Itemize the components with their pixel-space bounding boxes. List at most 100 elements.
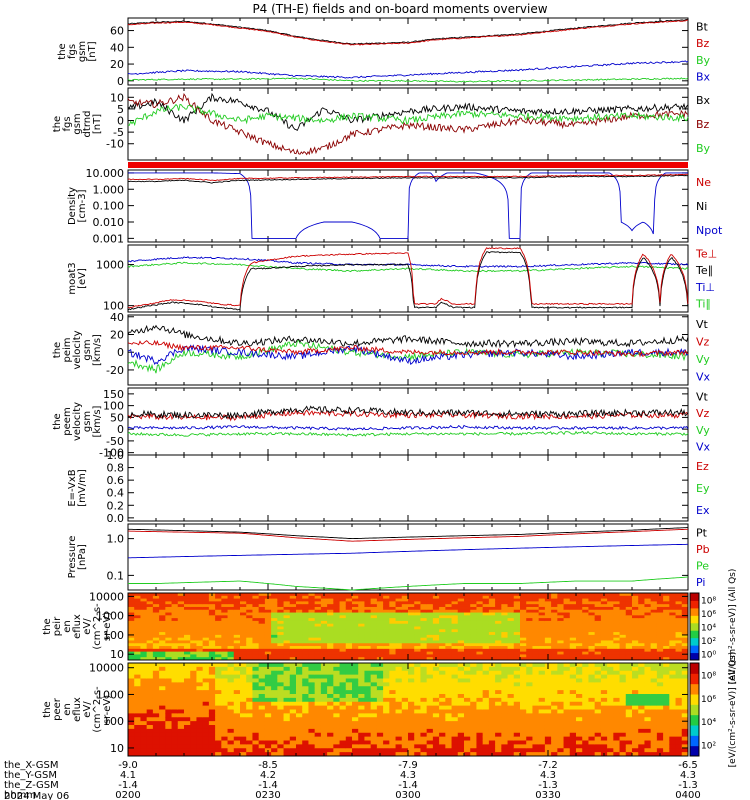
heatmap-cell bbox=[296, 725, 303, 730]
heatmap-cell bbox=[619, 646, 627, 650]
heatmap-cell bbox=[656, 629, 664, 633]
heatmap-cell bbox=[401, 634, 409, 639]
heatmap-cell bbox=[632, 705, 639, 710]
heatmap-cell bbox=[619, 629, 627, 633]
heatmap-cell bbox=[644, 752, 652, 757]
heatmap-cell bbox=[408, 732, 415, 738]
heatmap-cell bbox=[638, 651, 645, 655]
heatmap-cell bbox=[426, 646, 434, 650]
heatmap-cell bbox=[358, 717, 365, 722]
heatmap-cell bbox=[370, 690, 378, 695]
heatmap-cell bbox=[240, 705, 247, 710]
heatmap-cell bbox=[457, 682, 465, 687]
heatmap-cell bbox=[221, 744, 229, 749]
heatmap-cell bbox=[464, 643, 471, 647]
heatmap-cell bbox=[289, 728, 297, 734]
heatmap-cell bbox=[594, 725, 602, 730]
heatmap-cell bbox=[501, 674, 509, 679]
heatmap-cell bbox=[538, 736, 546, 741]
heatmap-cell bbox=[426, 640, 434, 644]
heatmap-cell bbox=[563, 713, 571, 718]
heatmap-cell bbox=[681, 632, 689, 636]
heatmap-cell bbox=[495, 634, 502, 639]
heatmap-cell bbox=[171, 595, 179, 600]
heatmap-cell bbox=[625, 686, 633, 691]
heatmap-cell bbox=[650, 626, 658, 630]
heatmap-cell bbox=[464, 717, 471, 722]
heatmap-cell bbox=[171, 736, 179, 741]
heatmap-cell bbox=[345, 709, 353, 714]
heatmap-cell bbox=[184, 620, 191, 625]
legend-entry: Pe bbox=[696, 559, 709, 572]
heatmap-cell bbox=[134, 728, 141, 734]
heatmap-cell bbox=[252, 623, 260, 627]
heatmap-cell bbox=[538, 744, 546, 749]
y-axis-label: gsm bbox=[82, 339, 93, 360]
heatmap-cell bbox=[520, 686, 527, 691]
heatmap-cell bbox=[320, 682, 328, 687]
heatmap-cell bbox=[289, 632, 297, 636]
heatmap-cell bbox=[277, 740, 285, 745]
heatmap-cell bbox=[619, 748, 627, 753]
heatmap-cell bbox=[675, 728, 683, 734]
heatmap-cell bbox=[364, 728, 372, 734]
heatmap-cell bbox=[613, 640, 621, 644]
heatmap-cell bbox=[395, 744, 403, 749]
heatmap-cell bbox=[669, 744, 677, 749]
heatmap-cell bbox=[165, 646, 173, 650]
heatmap-cell bbox=[538, 752, 546, 757]
heatmap-cell bbox=[395, 717, 403, 722]
heatmap-cell bbox=[551, 678, 558, 683]
heatmap-cell bbox=[464, 728, 471, 734]
heatmap-cell bbox=[681, 713, 689, 718]
heatmap-cell bbox=[358, 736, 365, 741]
heatmap-cell bbox=[613, 709, 621, 714]
heatmap-cell bbox=[532, 646, 540, 650]
heatmap-cell bbox=[196, 674, 204, 679]
heatmap-cell bbox=[582, 593, 589, 597]
heatmap-cell bbox=[258, 657, 266, 661]
heatmap-cell bbox=[202, 713, 210, 718]
heatmap-cell bbox=[551, 648, 558, 653]
heatmap-cell bbox=[308, 601, 316, 605]
heatmap-cell bbox=[644, 705, 652, 710]
heatmap-cell bbox=[557, 744, 565, 749]
heatmap-cell bbox=[159, 606, 166, 611]
heatmap-cell bbox=[544, 670, 552, 676]
legend-entry: Te⊥ bbox=[695, 247, 717, 260]
heatmap-cell bbox=[619, 705, 627, 710]
heatmap-cell bbox=[482, 657, 490, 661]
heatmap-cell bbox=[656, 612, 664, 616]
heatmap-cell bbox=[246, 678, 253, 683]
heatmap-cell bbox=[501, 601, 509, 605]
y-axis-label: [cm-3] bbox=[77, 189, 88, 222]
heatmap-cell bbox=[656, 632, 664, 636]
heatmap-cell bbox=[513, 620, 521, 625]
heatmap-cell bbox=[576, 618, 583, 622]
heatmap-cell bbox=[457, 663, 465, 668]
heatmap-cell bbox=[358, 620, 365, 625]
heatmap-cell bbox=[352, 643, 359, 647]
heatmap-cell bbox=[544, 740, 552, 745]
heatmap-cell bbox=[383, 648, 390, 653]
heatmap-cell bbox=[507, 701, 515, 707]
y-axis-label: the bbox=[52, 413, 63, 429]
heatmap-cell bbox=[240, 604, 247, 608]
heatmap-cell bbox=[389, 640, 397, 644]
heatmap-cell bbox=[607, 640, 614, 644]
heatmap-cell bbox=[134, 697, 141, 703]
heatmap-cell bbox=[526, 690, 533, 695]
heatmap-cell bbox=[177, 657, 185, 661]
heatmap-cell bbox=[520, 618, 527, 622]
heatmap-cell bbox=[414, 609, 421, 614]
heatmap-cell bbox=[532, 732, 540, 738]
heatmap-cell bbox=[457, 612, 465, 616]
heatmap-cell bbox=[296, 601, 303, 605]
heatmap-cell bbox=[470, 740, 477, 745]
heatmap-cell bbox=[457, 629, 465, 633]
heatmap-cell bbox=[638, 643, 645, 647]
heatmap-cell bbox=[314, 678, 322, 683]
heatmap-cell bbox=[345, 640, 353, 644]
heatmap-cell bbox=[414, 709, 421, 714]
